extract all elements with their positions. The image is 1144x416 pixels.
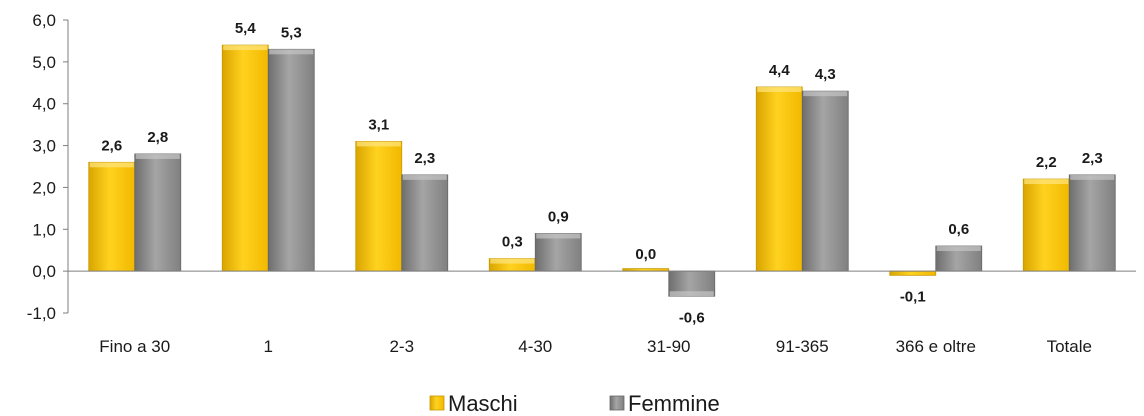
bar-cap (1070, 174, 1115, 180)
y-tick-label: 3,0 (32, 137, 56, 156)
bar-femmine (534, 233, 582, 272)
legend: Maschi Femmine (429, 391, 720, 416)
data-label: 2,3 (1082, 150, 1103, 167)
bar-cap (223, 45, 268, 51)
data-label: 2,3 (414, 150, 435, 167)
bar-cap (402, 174, 447, 180)
bar-cap (269, 49, 314, 55)
y-tick-label: 5,0 (32, 53, 56, 72)
bar-cap (490, 258, 535, 264)
bar-femmine (1068, 174, 1116, 272)
legend-swatch (609, 395, 625, 411)
bar-maschi (755, 86, 803, 272)
data-label: 0,0 (635, 246, 656, 263)
data-label: 4,3 (815, 66, 836, 83)
bar-femmine (801, 90, 849, 272)
bar-cap (356, 141, 401, 147)
bar-cap (803, 91, 848, 97)
legend-item-femmine: Femmine (609, 391, 720, 416)
bar-maschi (1022, 178, 1070, 272)
bar-cap (536, 233, 581, 239)
bars (88, 44, 1116, 297)
legend-swatch (429, 395, 445, 411)
bar-maschi (889, 270, 937, 276)
bar-maschi (355, 140, 403, 272)
data-label: 0,3 (502, 234, 523, 251)
legend-item-maschi: Maschi (429, 391, 518, 416)
data-label: 2,8 (147, 129, 168, 146)
x-axis: Fino a 30 1 2-3 4-30 31-90 91-365 366 e oltre T… (68, 270, 1136, 356)
bar-cap (89, 162, 134, 168)
x-tick-label: 31-90 (647, 337, 690, 356)
data-labels: 2,6 2,8 5,4 5,3 3,1 2,3 0,3 0,9 0,0 -0,6 4,4 4,3 -0,… (101, 20, 1102, 326)
bar-femmine (401, 174, 449, 272)
data-label: 2,2 (1036, 154, 1057, 171)
y-tick-label: -1,0 (27, 304, 56, 323)
y-axis: 6,0 5,0 4,0 3,0 2,0 1,0 0,0 -1,0 (27, 11, 69, 323)
y-tick-label: 1,0 (32, 220, 56, 239)
data-label: 4,4 (769, 62, 791, 79)
y-tick-label: 2,0 (32, 178, 56, 197)
x-tick-label: Fino a 30 (99, 337, 170, 356)
x-tick-label: 1 (264, 337, 273, 356)
y-tick-label: 0,0 (32, 262, 56, 281)
data-label: -0,1 (900, 288, 926, 305)
y-tick-label: 4,0 (32, 95, 56, 114)
x-tick-label: 4-30 (518, 337, 552, 356)
data-label: -0,6 (679, 309, 705, 326)
data-label: 0,9 (548, 208, 569, 225)
x-tick-label: 91-365 (776, 337, 829, 356)
bar-cap (757, 86, 802, 92)
bar-cap (936, 246, 981, 252)
data-label: 5,4 (235, 20, 257, 37)
x-tick-label: 366 e oltre (896, 337, 976, 356)
bar-femmine (267, 48, 315, 272)
bar-cap (669, 291, 714, 297)
x-tick-label: 2-3 (389, 337, 414, 356)
y-tick-label: 6,0 (32, 11, 56, 30)
bar-maschi (88, 161, 136, 272)
data-label: 5,3 (281, 24, 302, 41)
legend-label: Maschi (448, 391, 518, 416)
bar-cap (1024, 179, 1069, 185)
data-label: 2,6 (101, 137, 122, 154)
data-label: 0,6 (948, 221, 969, 238)
bar-maschi (221, 44, 269, 272)
bar-femmine (134, 153, 182, 272)
legend-label: Femmine (628, 391, 720, 416)
bar-cap (135, 153, 180, 159)
data-label: 3,1 (368, 116, 389, 133)
x-tick-label: Totale (1047, 337, 1092, 356)
